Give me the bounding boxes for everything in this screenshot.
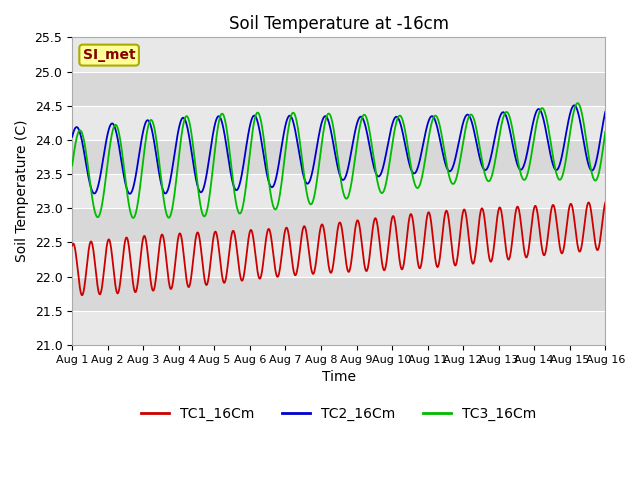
Line: TC2_16Cm: TC2_16Cm xyxy=(72,106,605,194)
Line: TC3_16Cm: TC3_16Cm xyxy=(72,103,605,218)
Bar xyxy=(72,276,605,311)
TC3_16Cm xyxy=(68,163,76,168)
TC1_16Cm xyxy=(68,242,76,248)
TC1_16Cm xyxy=(96,291,104,297)
TC1_16Cm xyxy=(328,269,335,275)
Text: SI_met: SI_met xyxy=(83,48,136,62)
TC3_16Cm xyxy=(488,172,496,178)
TC1_16Cm xyxy=(585,200,593,205)
TC2_16Cm xyxy=(126,191,134,197)
Bar xyxy=(72,37,605,72)
Title: Soil Temperature at -16cm: Soil Temperature at -16cm xyxy=(228,15,449,33)
TC3_16Cm xyxy=(129,215,137,221)
Line: TC1_16Cm: TC1_16Cm xyxy=(72,203,605,295)
X-axis label: Time: Time xyxy=(322,370,356,384)
TC2_16Cm xyxy=(328,132,335,137)
TC3_16Cm xyxy=(328,117,335,122)
TC3_16Cm xyxy=(95,213,103,218)
TC2_16Cm xyxy=(602,109,609,115)
TC2_16Cm xyxy=(488,148,496,154)
Bar xyxy=(72,174,605,208)
Bar xyxy=(72,242,605,276)
TC2_16Cm xyxy=(586,167,594,172)
TC1_16Cm xyxy=(78,292,86,298)
TC3_16Cm xyxy=(586,164,594,169)
TC2_16Cm xyxy=(586,166,594,172)
TC1_16Cm xyxy=(602,200,609,205)
TC3_16Cm xyxy=(573,100,581,106)
TC2_16Cm xyxy=(314,140,321,146)
TC2_16Cm xyxy=(68,134,76,140)
Y-axis label: Soil Temperature (C): Soil Temperature (C) xyxy=(15,120,29,263)
TC1_16Cm xyxy=(586,203,594,209)
Legend: TC1_16Cm, TC2_16Cm, TC3_16Cm: TC1_16Cm, TC2_16Cm, TC3_16Cm xyxy=(136,401,542,426)
Bar xyxy=(72,311,605,345)
TC1_16Cm xyxy=(586,204,594,210)
TC3_16Cm xyxy=(602,129,609,134)
TC2_16Cm xyxy=(95,178,103,183)
TC1_16Cm xyxy=(314,247,321,252)
Bar xyxy=(72,106,605,140)
Bar xyxy=(72,208,605,242)
Bar xyxy=(72,72,605,106)
TC3_16Cm xyxy=(586,162,594,168)
TC1_16Cm xyxy=(488,255,496,261)
Bar xyxy=(72,140,605,174)
TC3_16Cm xyxy=(314,173,321,179)
TC2_16Cm xyxy=(570,103,578,108)
